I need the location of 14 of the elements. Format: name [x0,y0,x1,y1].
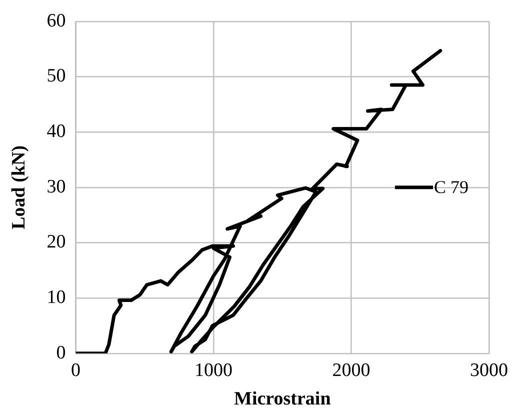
y-tick-label: 30 [46,176,66,198]
x-axis-title: Microstrain [234,388,332,410]
y-axis-title: Load (kN) [8,145,30,230]
y-tick-label: 50 [46,66,66,87]
x-tick-label: 0 [71,360,81,381]
y-tick-label: 10 [46,287,66,308]
x-tick-label: 2000 [332,360,370,381]
x-tick-label: 1000 [194,360,233,381]
legend-label: C 79 [434,177,469,198]
x-tick-label: 3000 [470,360,508,381]
y-tick-label: 0 [56,342,66,364]
y-tick-label: 60 [46,10,66,32]
y-tick-label: 40 [46,121,66,142]
y-tick-label: 20 [46,232,66,253]
